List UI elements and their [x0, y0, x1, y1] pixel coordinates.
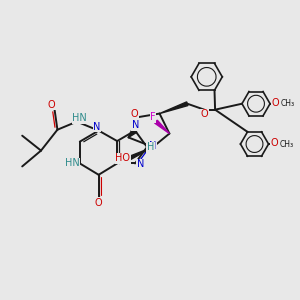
- Polygon shape: [160, 102, 188, 114]
- Text: HO: HO: [115, 153, 130, 164]
- Text: N: N: [149, 140, 156, 151]
- Text: O: O: [95, 198, 103, 208]
- Text: O: O: [48, 100, 55, 110]
- Text: H: H: [147, 142, 154, 152]
- Text: N: N: [137, 159, 144, 169]
- Text: N: N: [132, 120, 140, 130]
- Polygon shape: [128, 147, 153, 160]
- Text: O: O: [131, 109, 138, 119]
- Text: F: F: [150, 112, 156, 122]
- Text: CH₃: CH₃: [280, 140, 294, 148]
- Polygon shape: [155, 120, 170, 134]
- Text: O: O: [200, 109, 208, 119]
- Text: HN: HN: [73, 113, 87, 123]
- Text: O: O: [271, 98, 279, 108]
- Text: O: O: [270, 138, 278, 148]
- Polygon shape: [128, 129, 137, 137]
- Text: HN: HN: [65, 158, 80, 168]
- Text: CH₃: CH₃: [281, 99, 295, 108]
- Text: N: N: [94, 122, 101, 132]
